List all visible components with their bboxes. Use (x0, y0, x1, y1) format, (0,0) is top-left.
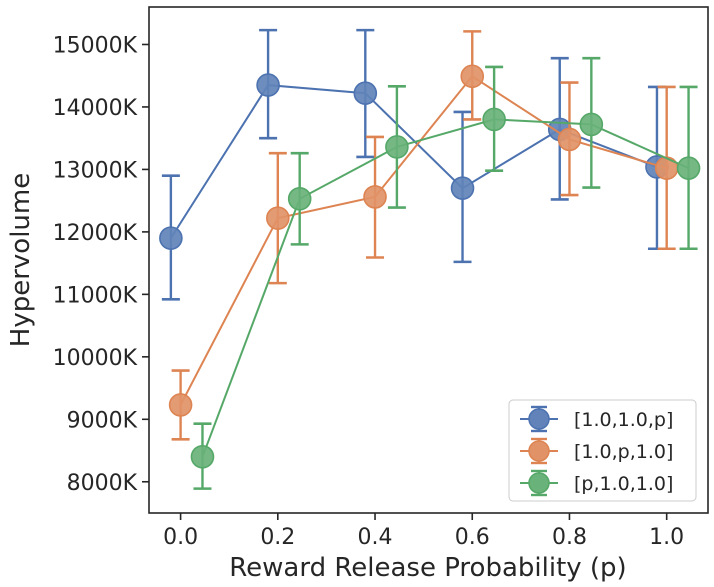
series-0 (159, 28, 669, 301)
data-point (363, 185, 387, 209)
x-axis-label: Reward Release Probability (p) (229, 553, 626, 583)
series-2 (190, 56, 701, 490)
legend-label: [1.0,p,1.0] (574, 441, 673, 463)
y-tick-label: 14000K (53, 96, 138, 121)
y-tick-label: 12000K (53, 221, 138, 246)
y-tick-label: 9000K (67, 408, 138, 433)
data-point (190, 444, 215, 469)
series-1 (168, 30, 679, 441)
marks-layer (159, 28, 701, 490)
axes-layer: 0.0 0.2 0.4 0.6 0.8 1.0 8000K 9000K 10000K 11000K… (53, 33, 685, 550)
data-point (450, 176, 475, 200)
x-tick-label: 0.6 (455, 525, 490, 550)
data-point (676, 156, 701, 180)
legend-marker (528, 472, 550, 494)
y-tick-label: 15000K (53, 33, 138, 58)
y-axis-label: Hypervolume (6, 173, 36, 347)
x-tick-label: 0.4 (358, 525, 393, 550)
data-point (168, 393, 193, 417)
series-line (201, 118, 690, 458)
x-tick-label: 1.0 (649, 525, 684, 550)
data-point (256, 73, 280, 97)
data-point (159, 226, 183, 250)
data-point (482, 107, 506, 132)
legend-marker (528, 440, 550, 462)
legend-label: [1.0,1.0,p] (574, 409, 673, 431)
y-tick-label: 13000K (53, 158, 138, 183)
data-point (557, 127, 582, 152)
data-point (460, 64, 485, 89)
x-tick-label: 0.8 (552, 525, 587, 550)
data-point (579, 112, 604, 137)
x-tick-label: 0.0 (163, 525, 198, 550)
data-point (266, 206, 290, 230)
data-point (385, 135, 409, 159)
legend-box (508, 399, 697, 502)
y-tick-label: 8000K (67, 471, 138, 496)
series-line (170, 84, 658, 239)
data-point (287, 186, 312, 211)
series-line (179, 74, 667, 406)
legend-label: [p,1.0,1.0] (574, 473, 673, 495)
legend: [1.0,1.0,p] [1.0,p,1.0] [p,1.0,1.0] (508, 399, 697, 502)
y-tick-label: 10000K (53, 346, 138, 371)
y-tick-label: 11000K (53, 283, 138, 308)
data-point (654, 156, 679, 180)
plot-frame (148, 6, 709, 514)
x-tick-label: 0.2 (260, 525, 295, 550)
data-point (353, 81, 378, 106)
legend-marker (528, 408, 550, 430)
